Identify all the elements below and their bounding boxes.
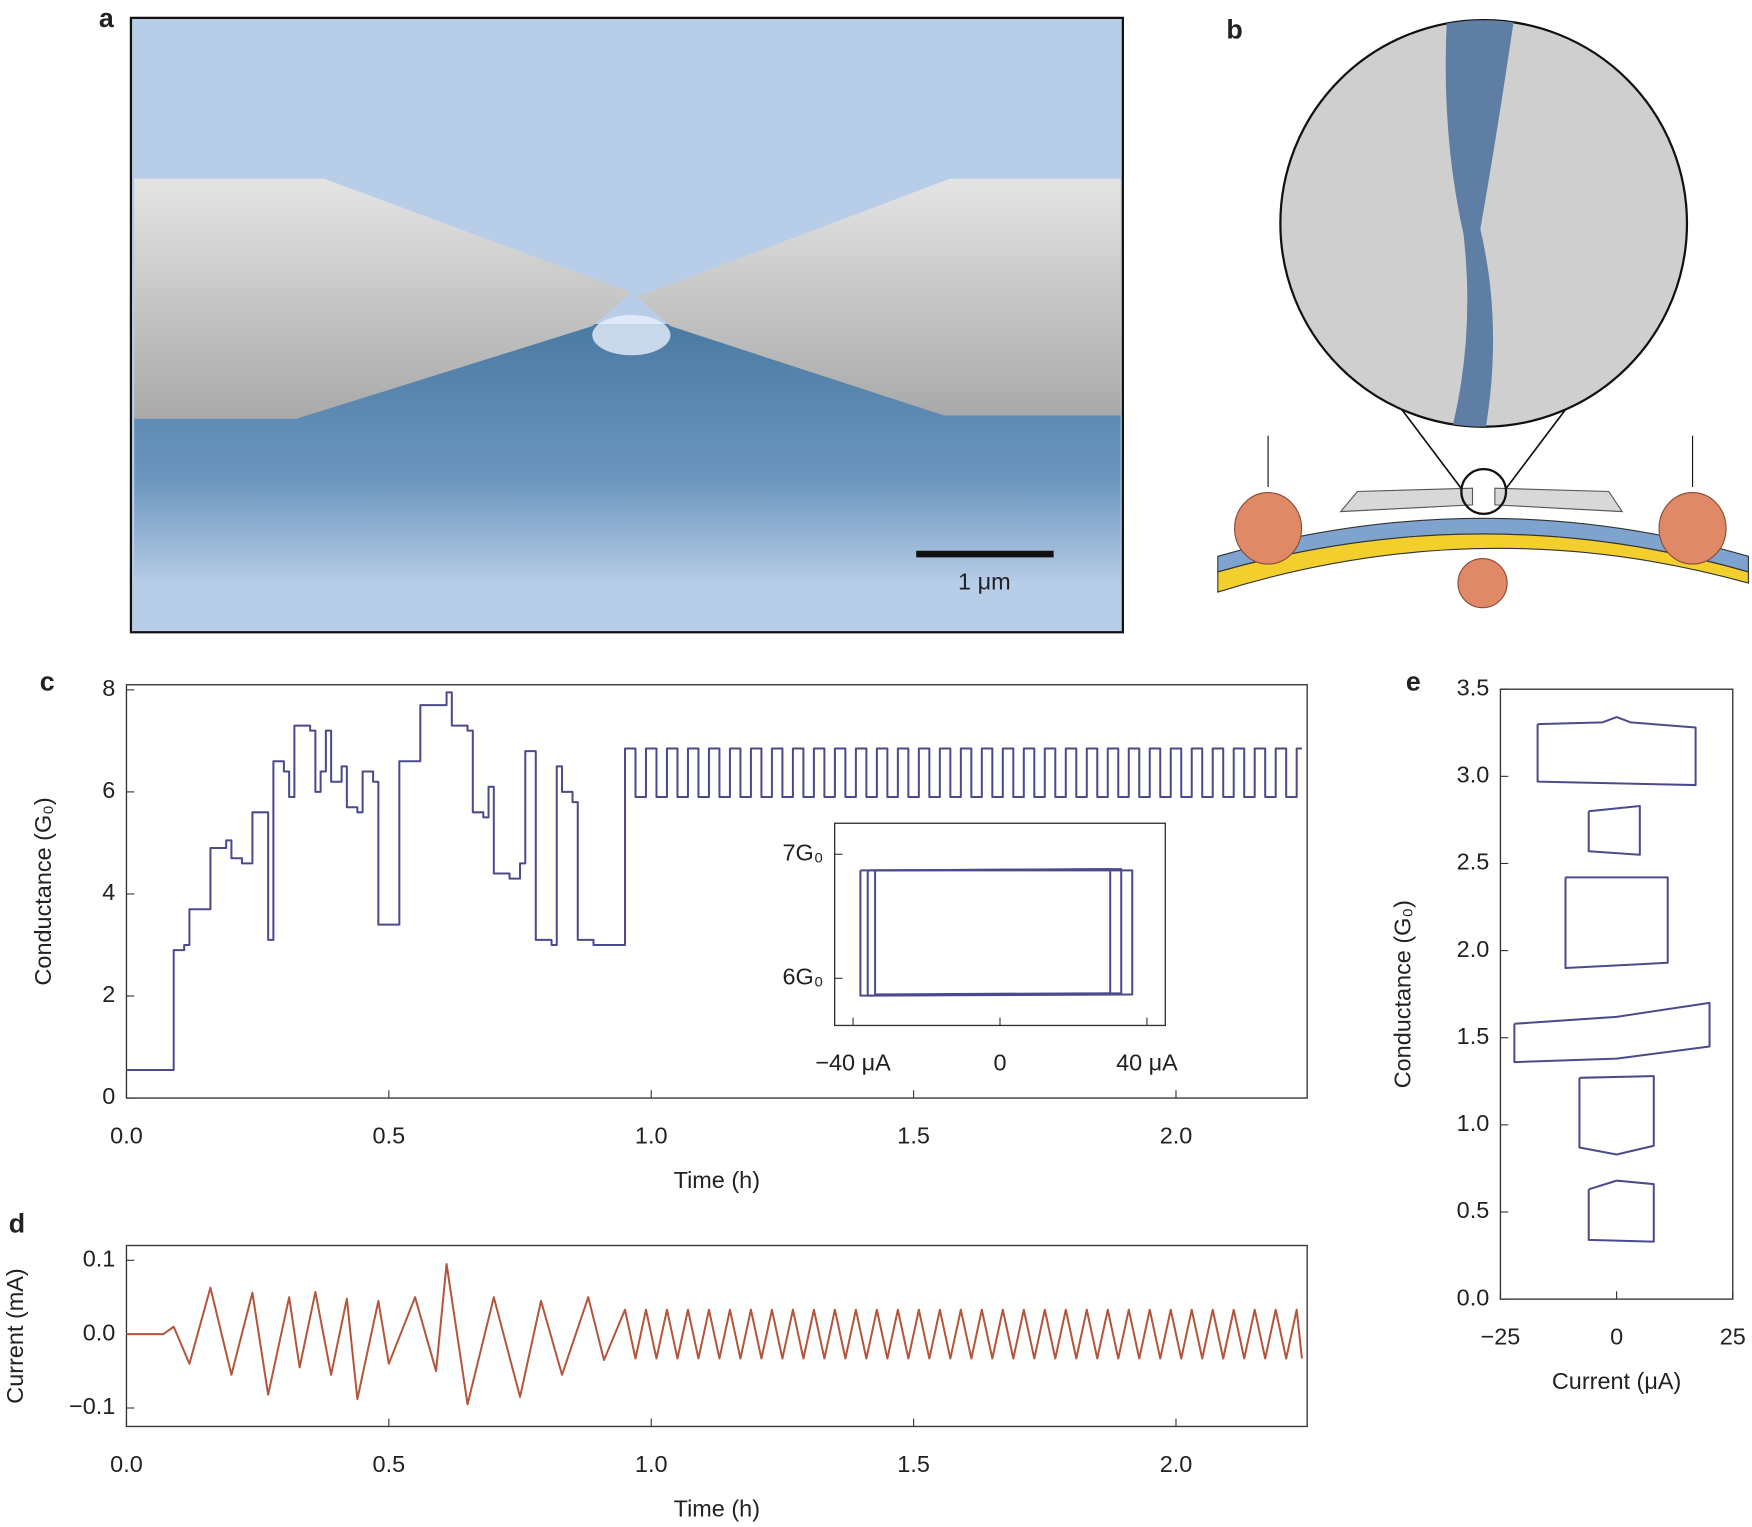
electrode-left bbox=[134, 178, 632, 419]
substrate-base bbox=[1217, 533, 1749, 593]
x-tick-label: 0 bbox=[1610, 1323, 1623, 1349]
x-tick-label: 2.0 bbox=[1160, 1122, 1193, 1148]
y-tick-label: 2.5 bbox=[1457, 849, 1490, 875]
data-line bbox=[1536, 716, 1697, 787]
y-tick-label: 2.0 bbox=[1457, 936, 1490, 962]
y-tick-label: 1.5 bbox=[1457, 1023, 1490, 1049]
x-tick-label: 2.0 bbox=[1160, 1451, 1193, 1477]
plot-frame bbox=[125, 684, 1308, 1099]
y-axis-label: Conductance (G₀) bbox=[30, 797, 56, 985]
data-line bbox=[866, 868, 1123, 997]
y-tick-label: 0.1 bbox=[83, 1245, 116, 1271]
y-tick-label: 3.0 bbox=[1457, 762, 1490, 788]
panel-label: d bbox=[9, 1208, 25, 1238]
x-tick-label: 40 μA bbox=[1116, 1050, 1178, 1076]
y-axis-label: Current (mA) bbox=[2, 1268, 28, 1403]
y-tick-label: 2 bbox=[102, 981, 115, 1007]
x-tick-label: 1.0 bbox=[635, 1122, 668, 1148]
y-axis-label: Conductance (G₀) bbox=[1390, 900, 1416, 1088]
data-line bbox=[859, 869, 1134, 997]
x-tick-label: 1.5 bbox=[897, 1451, 930, 1477]
data-line bbox=[126, 1262, 1303, 1406]
x-tick-label: 25 bbox=[1720, 1323, 1746, 1349]
electrode bbox=[1339, 487, 1474, 513]
roller bbox=[1658, 492, 1727, 565]
x-axis-label: Time (h) bbox=[674, 1167, 760, 1193]
y-tick-label: 0 bbox=[102, 1083, 115, 1109]
electrode bbox=[1494, 487, 1624, 513]
y-tick-label: 6G₀ bbox=[782, 963, 823, 989]
x-tick-label: 0.5 bbox=[373, 1451, 406, 1477]
plot-frame bbox=[125, 1244, 1308, 1428]
x-tick-label: −25 bbox=[1481, 1323, 1521, 1349]
substrate-band bbox=[134, 323, 1121, 581]
x-axis-label: Time (h) bbox=[674, 1495, 760, 1521]
panel-a: 1 μm a bbox=[99, 3, 1124, 634]
electrode-right bbox=[636, 178, 1121, 416]
y-tick-label: 3.5 bbox=[1457, 674, 1490, 700]
y-tick-label: 6 bbox=[102, 777, 115, 803]
x-tick-label: 0.0 bbox=[110, 1122, 143, 1148]
x-tick-label: 0.5 bbox=[373, 1122, 406, 1148]
y-tick-label: 0.0 bbox=[1457, 1284, 1490, 1310]
data-line bbox=[874, 868, 1112, 996]
x-tick-label: −40 μA bbox=[815, 1050, 891, 1076]
zoom-marker bbox=[1460, 468, 1508, 515]
gap-glow bbox=[592, 315, 671, 356]
panel-label: e bbox=[1406, 667, 1421, 697]
y-tick-label: 8 bbox=[102, 675, 115, 701]
data-line bbox=[1564, 876, 1669, 970]
panel-b: b bbox=[1217, 14, 1749, 609]
x-tick-label: 0 bbox=[993, 1050, 1006, 1076]
y-tick-label: 4 bbox=[102, 879, 115, 905]
x-tick-label: 0.0 bbox=[110, 1451, 143, 1477]
scale-bar-label: 1 μm bbox=[958, 568, 1011, 594]
y-tick-label: −0.1 bbox=[69, 1393, 115, 1419]
y-tick-label: 0.0 bbox=[83, 1319, 116, 1345]
data-line bbox=[1513, 1001, 1711, 1064]
roller bbox=[1234, 492, 1303, 565]
roller bbox=[1457, 557, 1508, 609]
x-tick-label: 1.0 bbox=[635, 1451, 668, 1477]
panel-label: a bbox=[99, 3, 115, 33]
x-axis-label: Current (μA) bbox=[1552, 1368, 1681, 1394]
y-tick-label: 1.0 bbox=[1457, 1110, 1490, 1136]
panel-label: c bbox=[40, 667, 55, 697]
panel-label: b bbox=[1226, 14, 1242, 44]
x-tick-label: 1.5 bbox=[897, 1122, 930, 1148]
plot-frame bbox=[1499, 688, 1734, 1300]
data-line bbox=[1587, 804, 1641, 856]
data-line bbox=[1587, 1179, 1655, 1243]
data-line bbox=[126, 691, 1302, 1071]
nanogap bbox=[1445, 20, 1514, 427]
y-tick-label: 0.5 bbox=[1457, 1197, 1490, 1223]
plot-frame bbox=[833, 822, 1166, 1027]
y-tick-label: 7G₀ bbox=[782, 839, 823, 865]
data-line bbox=[1578, 1075, 1655, 1156]
